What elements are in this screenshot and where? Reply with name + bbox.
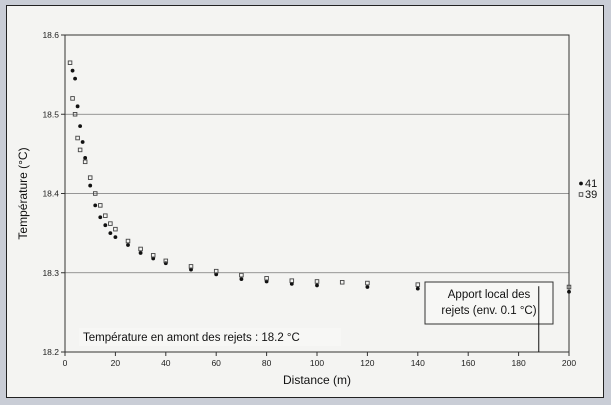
data-point (239, 272, 244, 278)
scatter-chart: 18.2 18.3 18.4 18.5 18.6 0 20 40 60 80 100 120 140 16… (16, 30, 597, 387)
data-point (138, 246, 143, 252)
y-tick-label: 18.4 (42, 189, 59, 199)
data-point (82, 159, 88, 165)
data-point (87, 175, 93, 180)
x-tick-label: 100 (310, 358, 324, 368)
axis-ticks: 18.2 18.3 18.4 18.5 18.6 0 20 40 60 80 100 120 140 16… (42, 30, 576, 368)
series-41 (70, 68, 571, 294)
series-39 (67, 60, 572, 290)
data-point (163, 261, 168, 266)
upstream-box (79, 328, 341, 346)
data-point (88, 183, 93, 188)
data-point (163, 258, 169, 264)
data-point (70, 96, 75, 101)
data-point (78, 124, 83, 129)
x-tick-label: 60 (211, 358, 221, 368)
data-points (67, 60, 572, 294)
data-point (188, 264, 194, 269)
data-point (75, 135, 80, 141)
data-point (339, 280, 345, 285)
data-point (113, 226, 118, 232)
data-point (365, 285, 370, 289)
data-point (92, 191, 98, 196)
x-tick-label: 200 (562, 358, 576, 368)
data-point (125, 238, 131, 244)
y-tick-label: 18.2 (42, 347, 59, 357)
data-point (103, 213, 108, 218)
x-tick-label: 20 (111, 358, 121, 368)
data-point (70, 68, 75, 73)
x-tick-label: 160 (461, 358, 475, 368)
x-tick-label: 180 (512, 358, 526, 368)
data-point (567, 289, 571, 294)
x-tick-label: 120 (360, 358, 374, 368)
data-point (239, 277, 244, 281)
x-tick-label: 140 (411, 358, 425, 368)
data-point (415, 286, 420, 291)
y-tick-label: 18.5 (42, 109, 59, 119)
data-point (415, 282, 421, 287)
data-point (73, 76, 77, 81)
y-tick-label: 18.3 (42, 268, 59, 278)
x-tick-label: 0 (63, 358, 68, 368)
y-tick-label: 18.6 (42, 30, 59, 40)
data-point (67, 60, 73, 65)
data-point (365, 280, 370, 286)
upstream-temperature-note: Température en amont des rejets : 18.2 °… (83, 332, 300, 344)
data-point (264, 276, 269, 281)
x-tick-label: 40 (161, 358, 171, 368)
local-input-line2: rejets (env. 0.1 °C) (441, 305, 536, 317)
data-point (83, 155, 88, 160)
legend-marker (579, 181, 583, 186)
data-point (213, 268, 219, 274)
data-point (138, 251, 143, 255)
legend-label: 39 (585, 189, 597, 201)
data-point (113, 235, 118, 239)
data-point (77, 147, 83, 153)
data-point (93, 203, 98, 208)
data-point (98, 203, 103, 208)
data-point (150, 253, 156, 258)
data-point (566, 284, 572, 290)
data-point (80, 140, 85, 144)
local-input-line1: Apport local des (448, 289, 531, 301)
data-point (98, 215, 103, 220)
x-axis-label: Distance (m) (283, 373, 351, 387)
data-point (75, 104, 80, 109)
data-point (126, 243, 130, 247)
data-point (289, 278, 295, 283)
data-point (108, 231, 113, 236)
legend-label: 41 (585, 178, 597, 190)
data-point (108, 221, 113, 226)
chart-frame: 18.2 18.3 18.4 18.5 18.6 0 20 40 60 80 100 120 140 16… (6, 5, 604, 398)
local-input-box (424, 281, 554, 325)
data-point (103, 223, 108, 228)
x-tick-label: 80 (262, 358, 272, 368)
data-point (72, 111, 78, 117)
data-point (315, 283, 319, 288)
data-point (314, 279, 320, 284)
gridlines (65, 113, 569, 274)
y-axis-label: Température (°C) (16, 147, 30, 239)
legend-marker (578, 192, 584, 197)
